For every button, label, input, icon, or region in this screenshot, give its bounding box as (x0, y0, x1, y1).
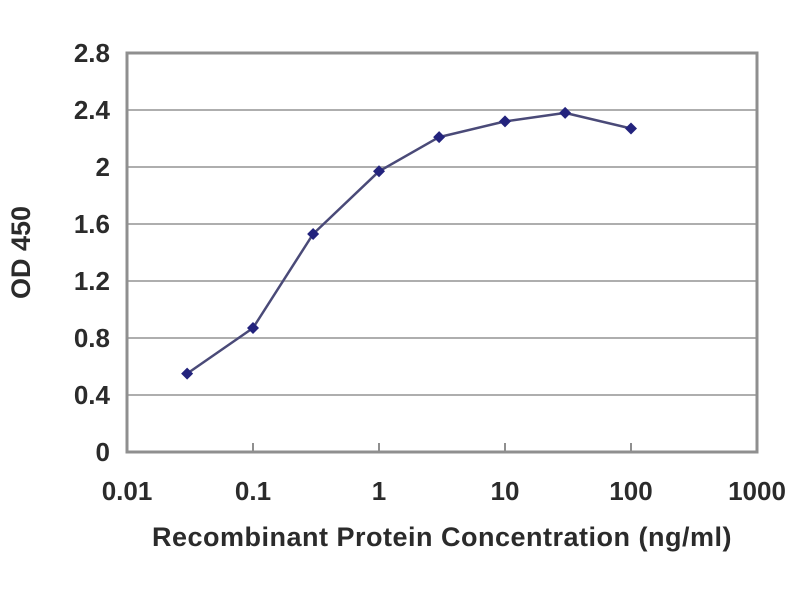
y-tick-label: 2 (96, 152, 110, 182)
data-point-marker (247, 322, 259, 335)
data-point-marker (373, 165, 385, 178)
y-axis-title: OD 450 (6, 206, 36, 299)
data-point-marker (307, 227, 320, 240)
data-point-marker (559, 106, 572, 119)
x-tick-label: 10 (491, 476, 520, 506)
x-tick-label: 100 (609, 476, 652, 506)
x-tick-label: 0.01 (102, 476, 153, 506)
y-tick-label: 1.2 (74, 266, 110, 296)
data-point-marker (625, 122, 637, 135)
x-axis-title: Recombinant Protein Concentration (ng/ml… (152, 522, 732, 552)
series-line (185, 111, 633, 375)
data-point-marker (433, 131, 446, 144)
x-tick-label: 1000 (728, 476, 786, 506)
y-tick-label: 1.6 (74, 209, 110, 239)
data-point-marker (181, 367, 194, 380)
y-tick-label: 0.8 (74, 323, 110, 353)
y-tick-label: 2.8 (74, 38, 110, 68)
y-tick-label: 0 (96, 437, 110, 467)
data-point-marker (499, 115, 511, 128)
y-tick-label: 2.4 (74, 95, 111, 125)
plot-frame (125, 51, 759, 454)
x-tick-label: 0.1 (235, 476, 271, 506)
x-tick-label: 1 (372, 476, 386, 506)
y-tick-label: 0.4 (74, 380, 111, 410)
